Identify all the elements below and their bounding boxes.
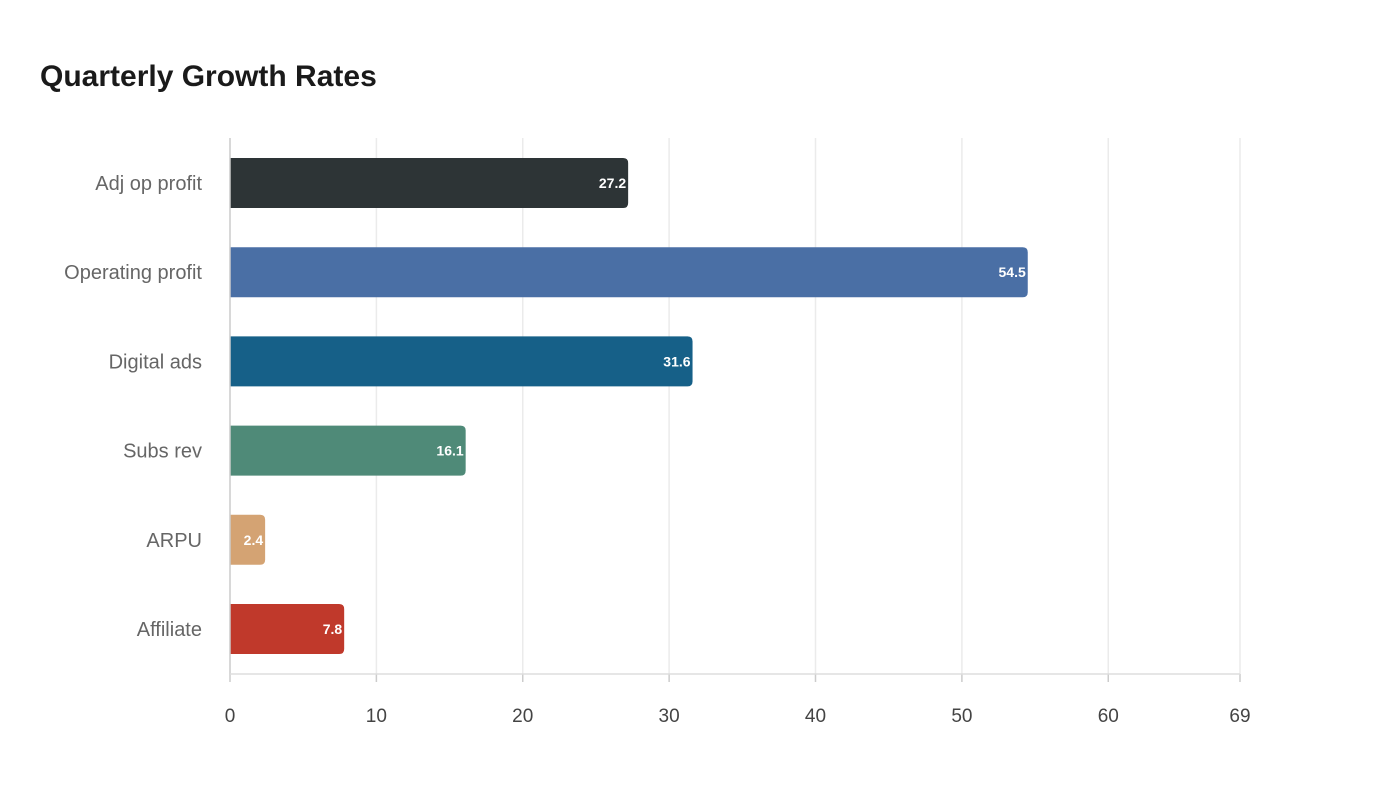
data-label: 27.2 — [599, 175, 626, 191]
category-label: Digital ads — [109, 351, 202, 373]
bar — [230, 158, 629, 208]
x-tick-label: 60 — [1098, 706, 1119, 727]
bar — [230, 336, 693, 387]
chart-title: Quarterly Growth Rates — [40, 60, 377, 93]
x-tick-label: 40 — [805, 706, 826, 727]
bar — [230, 604, 345, 654]
category-label: Affiliate — [137, 619, 202, 641]
x-tick-label: 30 — [659, 706, 680, 727]
x-tick-label: 50 — [951, 706, 972, 727]
data-label: 31.6 — [663, 353, 690, 369]
x-tick-label: 20 — [512, 706, 533, 727]
data-label: 7.8 — [323, 621, 343, 637]
x-tick-label: 10 — [366, 706, 387, 727]
x-tick-label: 0 — [225, 706, 236, 727]
bar — [230, 425, 466, 476]
data-label: 54.5 — [999, 264, 1026, 280]
category-label: Operating profit — [64, 262, 202, 284]
bar — [230, 514, 266, 565]
axis-layer — [229, 138, 1241, 682]
bar — [230, 247, 1028, 298]
data-label: 16.1 — [436, 443, 463, 459]
grid-layer — [375, 138, 1241, 674]
bar-layer — [230, 158, 1028, 654]
category-label: ARPU — [146, 530, 202, 552]
data-label: 2.4 — [244, 532, 264, 548]
x-tick-label: 69 — [1229, 706, 1250, 727]
label-layer: 0 10 20 30 40 50 60 69 Adj op profit 27.2 Operatin… — [64, 173, 1250, 727]
category-label: Adj op profit — [95, 173, 202, 195]
category-label: Subs rev — [123, 441, 202, 463]
